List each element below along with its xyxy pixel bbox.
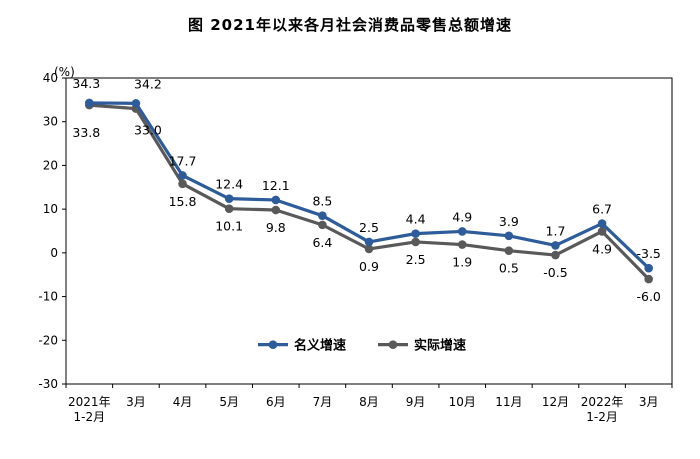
- data-label-1: 4.9: [592, 241, 612, 256]
- y-axis: 40 30 20 10 0 -10 -20 -30: [38, 71, 66, 391]
- data-label-1: 6.4: [312, 235, 332, 250]
- data-point-1: [457, 240, 467, 249]
- x-tick-label: 3月: [126, 395, 146, 409]
- y-tick-label: -20: [38, 333, 58, 347]
- legend: 名义增速 实际增速: [258, 338, 466, 354]
- data-point-0: [551, 241, 560, 250]
- data-label-0: 3.9: [499, 214, 519, 229]
- data-point-1: [364, 244, 374, 254]
- y-tick-label: 20: [43, 158, 58, 172]
- y-tick-label: 30: [43, 115, 58, 129]
- y-tick-label: 40: [43, 71, 58, 85]
- data-point-1: [318, 220, 327, 230]
- x-tick-label: 8月: [359, 395, 379, 409]
- legend-marker-0: [268, 340, 278, 349]
- data-label-0: 12.4: [215, 177, 243, 192]
- y-tick-label: 0: [50, 246, 58, 260]
- x-tick-label: 2021年: [68, 395, 111, 409]
- y-tick-label: -30: [38, 377, 58, 391]
- x-tick-label: 2022年: [581, 395, 624, 409]
- data-point-0: [457, 227, 467, 236]
- x-tick-label: 9月: [406, 395, 426, 409]
- data-label-0: 4.4: [406, 212, 426, 227]
- x-tick-label: 12月: [542, 395, 569, 409]
- data-label-1: 15.8: [169, 194, 197, 209]
- plot-area: [65, 77, 673, 385]
- data-label-1: 33.0: [134, 123, 162, 138]
- x-tick-label: 11月: [495, 395, 522, 409]
- data-point-1: [504, 246, 514, 255]
- data-point-0: [178, 171, 187, 180]
- data-label-1: -6.0: [636, 289, 660, 304]
- data-label-0: 34.3: [72, 76, 100, 91]
- data-label-1: 33.8: [72, 125, 100, 140]
- data-label-0: 34.2: [134, 76, 162, 91]
- chart-title: 图 2021年以来各月社会消费品零售总额增速: [188, 16, 512, 34]
- data-point-0: [85, 98, 94, 108]
- data-label-1: 0.5: [499, 261, 519, 276]
- data-point-1: [271, 205, 281, 215]
- data-point-0: [597, 219, 607, 228]
- data-label-0: 17.7: [169, 153, 197, 168]
- data-point-0: [131, 99, 141, 108]
- data-labels: 34.3 34.2 17.7 12.4 12.1 8.5 2.5 4.4 4.9 3.9 1.7 6.…: [72, 76, 661, 304]
- data-label-0: 4.9: [452, 209, 472, 224]
- data-label-1: 10.1: [215, 219, 243, 234]
- data-point-0: [318, 211, 327, 220]
- data-point-1: [178, 179, 187, 189]
- data-point-1: [597, 227, 607, 236]
- series-layer: [85, 98, 653, 284]
- data-point-1: [551, 250, 560, 260]
- x-tick-label: 5月: [219, 395, 239, 409]
- x-tick-label: 6月: [266, 395, 286, 409]
- x-tick-label: 1-2月: [74, 410, 106, 424]
- data-label-1: 9.8: [266, 220, 286, 235]
- x-tick-label: 4月: [173, 395, 193, 409]
- x-tick-label: 7月: [313, 395, 333, 409]
- legend-label-0: 名义增速: [294, 338, 346, 354]
- data-label-0: 2.5: [359, 220, 379, 235]
- data-label-1: -0.5: [543, 265, 567, 280]
- data-label-1: 2.5: [406, 252, 426, 267]
- data-point-1: [644, 274, 653, 284]
- y-tick-label: -10: [38, 290, 58, 304]
- data-label-1: 1.9: [452, 255, 472, 270]
- legend-label-1: 实际增速: [414, 338, 466, 354]
- data-point-0: [411, 229, 420, 238]
- data-point-0: [364, 237, 374, 247]
- y-axis-unit: (%): [54, 65, 75, 79]
- data-label-0: 12.1: [262, 178, 290, 193]
- data-label-0: 8.5: [312, 194, 332, 209]
- data-point-0: [271, 195, 281, 205]
- data-label-0: 1.7: [546, 223, 566, 238]
- x-tick-label: 1-2月: [586, 410, 618, 424]
- data-point-1: [411, 237, 420, 247]
- data-label-1: 0.9: [359, 259, 379, 274]
- y-tick-label: 10: [43, 202, 58, 216]
- legend-marker-1: [388, 340, 398, 349]
- data-point-0: [224, 194, 234, 203]
- data-label-0: 6.7: [592, 202, 612, 217]
- data-point-1: [224, 204, 234, 214]
- x-tick-label: 3月: [639, 395, 659, 409]
- data-point-0: [644, 263, 653, 273]
- x-tick-label: 10月: [449, 395, 476, 409]
- data-point-0: [504, 231, 514, 241]
- data-label-0: -3.5: [636, 246, 660, 261]
